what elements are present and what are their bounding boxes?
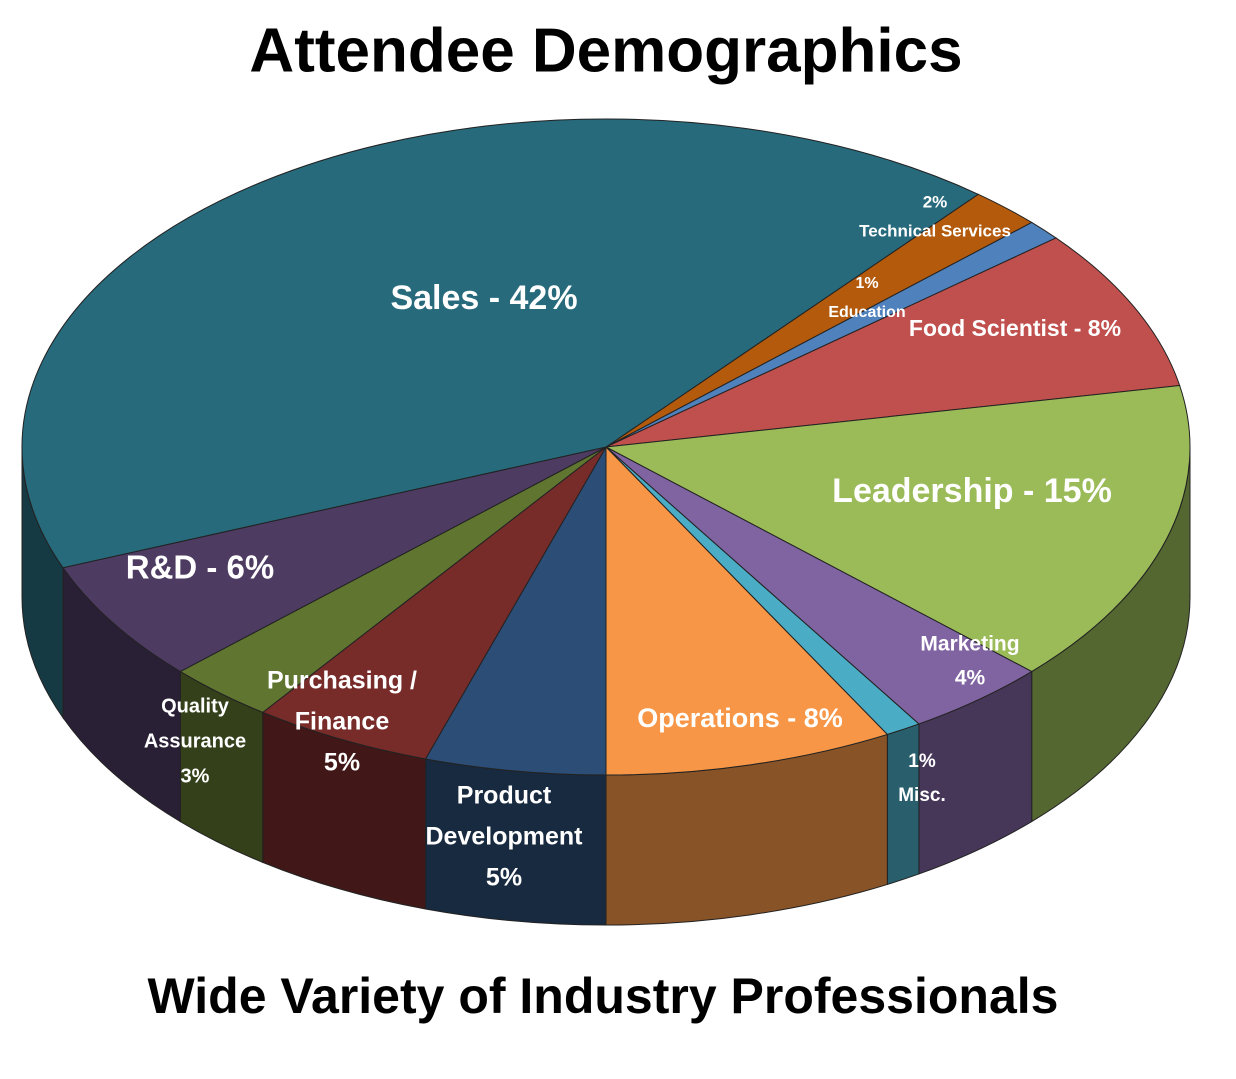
data-label: Product bbox=[457, 782, 552, 810]
slice bbox=[261, 446, 607, 760]
data-label: Sales - 42% bbox=[390, 279, 577, 317]
pie-tops bbox=[21, 118, 1191, 776]
slice bbox=[605, 237, 1181, 448]
data-label: Operations - 8% bbox=[637, 703, 843, 733]
data-label: 5% bbox=[486, 864, 522, 892]
data-label: 5% bbox=[324, 749, 360, 777]
data-label: Finance bbox=[295, 708, 390, 736]
slice bbox=[62, 446, 607, 673]
data-label: 1% bbox=[855, 275, 878, 292]
slice bbox=[424, 445, 607, 776]
data-label: 4% bbox=[955, 667, 986, 690]
data-label: Food Scientist - 8% bbox=[909, 315, 1121, 341]
data-label: Leadership - 15% bbox=[832, 472, 1112, 510]
data-label: 2% bbox=[923, 192, 948, 211]
pie-sides bbox=[21, 446, 1191, 926]
slice bbox=[604, 384, 1191, 673]
data-label: R&D - 6% bbox=[126, 549, 275, 586]
data-label: 1% bbox=[908, 751, 936, 772]
slice bbox=[605, 445, 889, 776]
data-label: Marketing bbox=[920, 633, 1019, 656]
data-label: 3% bbox=[181, 765, 210, 787]
data-label: Purchasing / bbox=[267, 667, 417, 695]
data-label: Education bbox=[828, 304, 905, 321]
data-label: Misc. bbox=[898, 785, 946, 806]
data-label: Development bbox=[426, 823, 584, 851]
data-label: Technical Services bbox=[859, 221, 1011, 240]
chart-title: Attendee Demographics bbox=[249, 16, 962, 85]
slice bbox=[21, 118, 980, 569]
data-label: Quality bbox=[161, 695, 230, 717]
chart-subtitle: Wide Variety of Industry Professionals bbox=[148, 968, 1059, 1024]
data-label: Assurance bbox=[144, 730, 246, 752]
